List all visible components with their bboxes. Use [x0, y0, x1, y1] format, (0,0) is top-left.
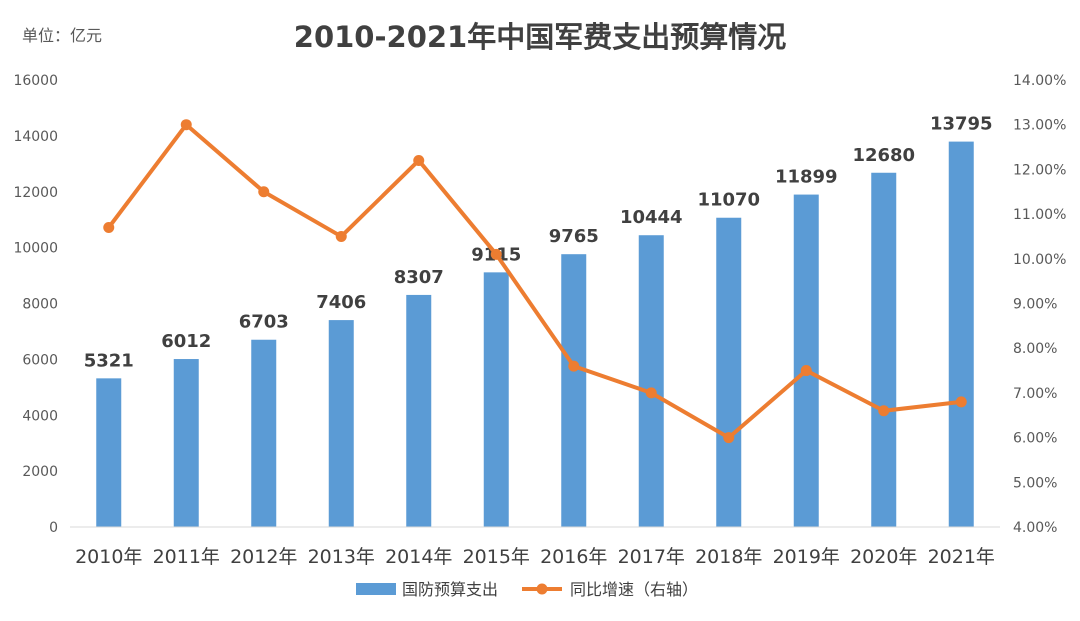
legend-swatch-marker	[536, 583, 548, 595]
legend-swatch-bar	[356, 583, 396, 595]
chart-title: 2010-2021年中国军费支出预算情况	[293, 20, 787, 54]
y-left-tick-label: 14000	[13, 129, 58, 145]
legend: 国防预算支出 同比增速（右轴）	[356, 580, 698, 599]
y-left-tick-label: 6000	[22, 352, 58, 368]
line-path	[107, 122, 962, 440]
x-tick-label: 2017年	[618, 546, 685, 568]
y-left-tick-label: 10000	[13, 241, 58, 257]
bar	[96, 378, 122, 527]
y-right-tick-label: 6.00%	[1013, 431, 1057, 447]
y-right-tick-label: 14.00%	[1013, 73, 1066, 89]
x-tick-label: 2014年	[385, 546, 452, 568]
bar-series	[96, 141, 974, 528]
y-left-tick-label: 16000	[13, 73, 58, 89]
x-axis-labels: 2010年 2011年 2012年 2013年 2014年 2015年 2016年 2017年…	[75, 546, 995, 568]
x-tick-label: 2020年	[850, 546, 917, 568]
y-right-tick-label: 4.00%	[1013, 520, 1057, 536]
line-point	[800, 365, 812, 377]
x-tick-label: 2012年	[230, 546, 297, 568]
y-left-tick-label: 0	[49, 520, 58, 536]
x-tick-label: 2019年	[773, 546, 840, 568]
x-tick-label: 2018年	[695, 546, 762, 568]
y-left-tick-label: 8000	[22, 297, 58, 313]
bar-data-label: 7406	[316, 292, 366, 313]
y-left-tick-label: 2000	[22, 464, 58, 480]
bar	[716, 217, 742, 527]
line-point	[490, 248, 502, 260]
line-point	[335, 230, 347, 242]
bar-data-label: 11899	[775, 167, 838, 188]
y-right-tick-label: 12.00%	[1013, 162, 1066, 178]
bar-data-label: 6703	[239, 312, 289, 333]
bar	[483, 272, 509, 527]
x-tick-label: 2015年	[463, 546, 530, 568]
y-right-tick-label: 13.00%	[1013, 118, 1066, 134]
bar-data-label: 12680	[852, 145, 915, 166]
bar	[871, 172, 897, 527]
line-series	[103, 119, 967, 444]
line-point	[955, 396, 967, 408]
x-tick-label: 2010年	[75, 546, 142, 568]
y-right-tick-label: 7.00%	[1013, 386, 1057, 402]
bar	[638, 235, 664, 527]
x-tick-label: 2011年	[153, 546, 220, 568]
legend-label-line: 同比增速（右轴）	[570, 580, 698, 599]
x-tick-label: 2021年	[928, 546, 995, 568]
line-point	[413, 154, 425, 166]
y-axis-left: 0 2000 4000 6000 8000 10000 12000 14000 16000	[13, 73, 58, 536]
bar	[328, 320, 354, 527]
bar-data-label: 8307	[394, 267, 444, 288]
y-right-tick-label: 11.00%	[1013, 207, 1066, 223]
unit-label: 单位：亿元	[22, 26, 103, 45]
bar-data-labels: 5321601267037406830791159765104441107011…	[84, 114, 993, 372]
line-point	[878, 405, 890, 417]
x-tick-label: 2013年	[308, 546, 375, 568]
line-point	[180, 119, 192, 131]
bar	[948, 141, 974, 528]
y-right-tick-label: 10.00%	[1013, 252, 1066, 268]
bar-data-label: 13795	[930, 114, 993, 135]
y-right-tick-label: 8.00%	[1013, 341, 1057, 357]
bar	[561, 254, 587, 527]
x-tick-label: 2016年	[540, 546, 607, 568]
legend-label-bar: 国防预算支出	[402, 580, 498, 599]
y-left-tick-label: 12000	[13, 185, 58, 201]
line-point	[645, 387, 657, 399]
bar-data-label: 11070	[697, 190, 760, 211]
y-right-tick-label: 9.00%	[1013, 297, 1057, 313]
line-point	[568, 360, 580, 372]
bar	[251, 339, 277, 527]
bar	[406, 294, 432, 527]
line-point	[258, 186, 270, 198]
bar	[793, 194, 819, 527]
bar-data-label: 6012	[161, 331, 211, 352]
bar-data-label: 9765	[549, 226, 599, 247]
y-axis-right: 4.00% 5.00% 6.00% 7.00% 8.00% 9.00% 10.00% 11.0…	[1013, 73, 1066, 536]
line-point	[103, 222, 115, 234]
line-point	[723, 432, 735, 444]
y-left-tick-label: 4000	[22, 408, 58, 424]
bar	[173, 359, 199, 527]
bar-data-label: 10444	[620, 207, 683, 228]
bar-data-label: 5321	[84, 350, 134, 371]
y-right-tick-label: 5.00%	[1013, 475, 1057, 491]
